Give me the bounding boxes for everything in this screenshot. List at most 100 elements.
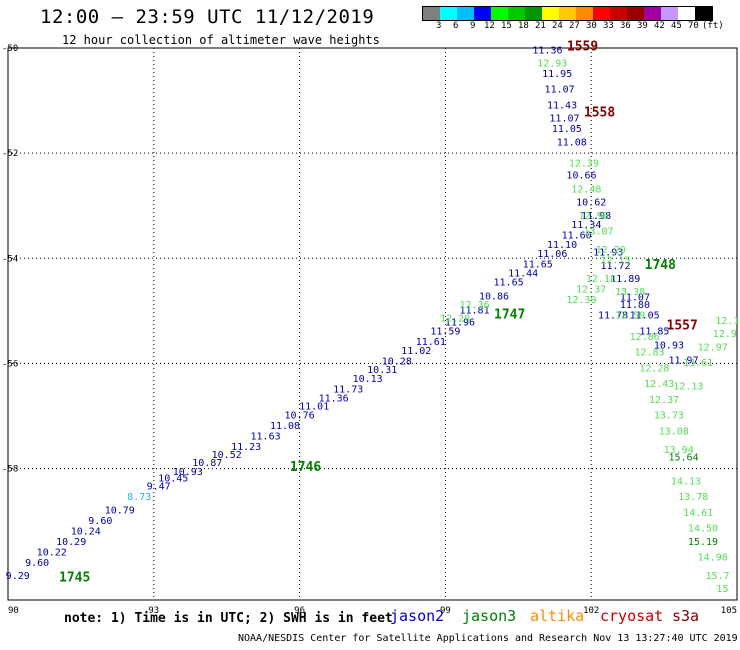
wave-height-label: 13.94 bbox=[664, 445, 694, 456]
chart-subtitle: 12 hour collection of altimeter wave hei… bbox=[62, 33, 380, 47]
plot-frame bbox=[7, 47, 738, 601]
colorbar-tick-label: 42 bbox=[654, 21, 665, 31]
wave-height-label: 15.19 bbox=[688, 537, 718, 548]
wave-height-label: 12.86 bbox=[630, 332, 660, 343]
legend-s3a: s3a bbox=[672, 607, 700, 625]
colorbar-swatch bbox=[457, 7, 474, 20]
wave-height-label: 11.95 bbox=[542, 69, 572, 80]
colorbar-tick-label: 70 bbox=[688, 21, 699, 31]
colorbar-swatch bbox=[525, 7, 542, 20]
colorbar-tick-label: 24 bbox=[552, 21, 563, 31]
wave-height-label: 11.36 bbox=[319, 393, 349, 404]
y-tick-label: -52 bbox=[2, 149, 18, 159]
wave-height-label: 11.65 bbox=[523, 260, 553, 271]
wave-height-label: 12.18 bbox=[586, 274, 616, 285]
colorbar-swatch bbox=[610, 7, 627, 20]
y-tick-label: -54 bbox=[2, 254, 18, 264]
x-tick-label: 105 bbox=[721, 606, 737, 616]
wave-height-label: 9.47 bbox=[147, 482, 171, 493]
footnote: note: 1) Time is in UTC; 2) SWH is in fe… bbox=[64, 611, 393, 626]
colorbar-tick-label: 9 bbox=[470, 21, 476, 31]
x-tick-label: 96 bbox=[294, 606, 305, 616]
wave-height-label: 9.29 bbox=[6, 571, 30, 582]
wave-height-label: 11.81 bbox=[460, 305, 490, 316]
pass-time-label: 1746 bbox=[290, 460, 321, 475]
wave-height-label: 11.89 bbox=[610, 274, 640, 285]
wave-height-label: 11.60 bbox=[562, 230, 592, 241]
wave-height-label: 11.73 bbox=[333, 384, 363, 395]
wave-height-label: 10.45 bbox=[158, 474, 188, 485]
colorbar-tick-label: 30 bbox=[586, 21, 597, 31]
colorbar-swatch bbox=[508, 7, 525, 20]
colorbar-swatch bbox=[474, 7, 491, 20]
colorbar-swatch bbox=[661, 7, 678, 20]
wave-height-label: 13.61 bbox=[683, 358, 713, 369]
colorbar-tick-label: 12 bbox=[484, 21, 495, 31]
wave-height-label: 11.72 bbox=[600, 261, 630, 272]
y-tick-label: -50 bbox=[2, 44, 18, 54]
wave-height-label: 11.93 bbox=[593, 248, 623, 259]
wave-height-label: 10.22 bbox=[37, 547, 67, 558]
x-tick-label: 93 bbox=[148, 606, 159, 616]
wave-height-label: 12.20 bbox=[440, 313, 470, 324]
wave-height-label: 12.37 bbox=[649, 395, 679, 406]
wave-height-label: 11.65 bbox=[494, 278, 524, 289]
wave-height-label: 13.73 bbox=[654, 411, 684, 422]
wave-height-label: 12.15 bbox=[600, 256, 630, 267]
wave-height-label: 11.63 bbox=[251, 432, 281, 443]
wave-height-label: 11.01 bbox=[299, 402, 329, 413]
wave-height-label: 12.39 bbox=[566, 295, 596, 306]
wave-height-label: 12.1 bbox=[715, 316, 739, 327]
colorbar-swatch bbox=[542, 7, 559, 20]
wave-height-label: 9.60 bbox=[88, 516, 112, 527]
x-tick-label: 99 bbox=[440, 606, 451, 616]
wave-height-label: 11.34 bbox=[571, 220, 601, 231]
wave-height-label: 10.93 bbox=[173, 467, 203, 478]
wave-height-label: 11.23 bbox=[231, 442, 261, 453]
wave-height-label: 12.36 bbox=[460, 300, 490, 311]
wave-height-label: 10.24 bbox=[71, 526, 101, 537]
wave-height-label: 10.62 bbox=[576, 198, 606, 209]
wave-height-label: 10.93 bbox=[654, 341, 684, 352]
wave-height-label: 12.28 bbox=[639, 363, 669, 374]
x-tick-label: 90 bbox=[8, 606, 19, 616]
colorbar-swatch bbox=[644, 7, 661, 20]
wave-height-label: 10.28 bbox=[382, 356, 412, 367]
wave-height-label: 9.60 bbox=[25, 558, 49, 569]
wave-height-label: 12.83 bbox=[634, 348, 664, 359]
wave-height-label: 13.78 bbox=[678, 492, 708, 503]
legend-altika: altika bbox=[530, 607, 585, 625]
colorbar-tick-label: 3 bbox=[436, 21, 442, 31]
wave-height-label: 11.05 bbox=[552, 124, 582, 135]
wave-height-label: 12.20 bbox=[596, 245, 626, 256]
wave-height-label: 12.59 bbox=[615, 311, 645, 322]
colorbar-tick-label: 15 bbox=[501, 21, 512, 31]
colorbar-ticks: 3 6 9 12 15 18 21 24 27 30 33 36 39 42 45 70 (ft) bbox=[422, 21, 740, 33]
y-tick-label: -56 bbox=[2, 359, 18, 369]
wave-height-label: 14.50 bbox=[688, 524, 718, 535]
colorbar-swatch bbox=[678, 7, 695, 20]
colorbar-swatch bbox=[576, 7, 593, 20]
colorbar-swatch bbox=[440, 7, 457, 20]
colorbar-swatch bbox=[593, 7, 610, 20]
wave-height-label: 15.7 bbox=[706, 571, 730, 582]
wave-height-label: 10.31 bbox=[367, 365, 397, 376]
legend-cryosat: cryosat bbox=[600, 607, 664, 625]
legend-jason3: jason3 bbox=[462, 607, 517, 625]
wave-height-label: 11.97 bbox=[668, 355, 698, 366]
wave-height-label: 11.02 bbox=[401, 346, 431, 357]
colorbar-tick-label: 18 bbox=[518, 21, 529, 31]
chart-title: 12:00 – 23:59 UTC 11/12/2019 bbox=[40, 6, 375, 28]
wave-height-label: 11.78 bbox=[598, 311, 628, 322]
wave-height-label: 13.38 bbox=[615, 287, 645, 298]
wave-height-label: 11.96 bbox=[445, 318, 475, 329]
wave-height-label: 12.96 bbox=[579, 211, 609, 222]
credit-line: NOAA/NESDIS Center for Satellite Applica… bbox=[238, 633, 738, 644]
wave-height-label: 11.44 bbox=[508, 269, 538, 280]
wave-height-label: 12.9 bbox=[713, 329, 737, 340]
x-tick-label: 102 bbox=[583, 606, 599, 616]
colorbar-tick-label: (ft) bbox=[702, 21, 724, 31]
wave-height-label: 11.07 bbox=[620, 292, 650, 303]
